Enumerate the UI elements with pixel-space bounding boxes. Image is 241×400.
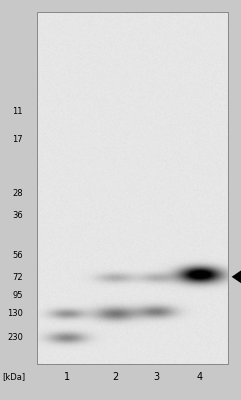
Text: 230: 230 xyxy=(7,334,23,342)
Text: 95: 95 xyxy=(12,292,23,300)
Text: 3: 3 xyxy=(154,372,160,382)
Text: 2: 2 xyxy=(113,372,119,382)
Bar xyxy=(37,12,228,364)
Text: 130: 130 xyxy=(7,310,23,318)
Text: 17: 17 xyxy=(12,136,23,144)
Text: 4: 4 xyxy=(197,372,203,382)
Text: 56: 56 xyxy=(12,252,23,260)
Text: 36: 36 xyxy=(12,212,23,220)
Text: 28: 28 xyxy=(12,190,23,198)
Polygon shape xyxy=(232,268,241,286)
Text: [kDa]: [kDa] xyxy=(2,372,26,381)
Text: 1: 1 xyxy=(64,372,71,382)
Text: 72: 72 xyxy=(12,274,23,282)
Text: 11: 11 xyxy=(12,108,23,116)
